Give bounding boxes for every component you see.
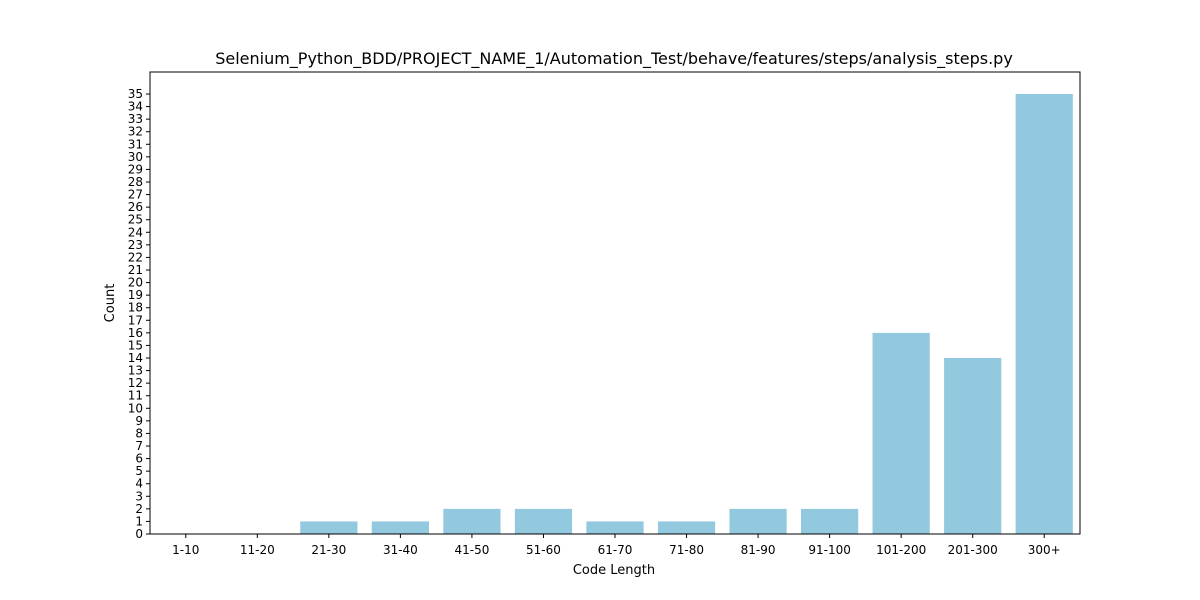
y-tick-label: 4 xyxy=(135,477,143,491)
y-tick-label: 8 xyxy=(135,426,143,440)
bar-300+ xyxy=(1015,94,1073,534)
y-tick-label: 20 xyxy=(128,276,143,290)
y-tick-label: 24 xyxy=(128,225,143,239)
bar-201-300 xyxy=(944,358,1002,534)
bar-31-40 xyxy=(371,521,429,534)
y-tick-label: 18 xyxy=(128,301,143,315)
y-axis-label: Count xyxy=(103,284,118,323)
y-tick-label: 10 xyxy=(128,401,143,415)
x-tick-label: 1-10 xyxy=(172,543,199,557)
y-tick-label: 34 xyxy=(128,100,143,114)
y-tick-label: 13 xyxy=(128,364,143,378)
y-tick-label: 16 xyxy=(128,326,143,340)
chart-title: Selenium_Python_BDD/PROJECT_NAME_1/Autom… xyxy=(215,49,1013,69)
bar-41-50 xyxy=(443,508,501,534)
y-tick-label: 0 xyxy=(135,527,143,541)
y-tick-label: 12 xyxy=(128,376,143,390)
y-tick-label: 29 xyxy=(128,162,143,176)
y-tick-label: 28 xyxy=(128,175,143,189)
y-tick-label: 30 xyxy=(128,150,143,164)
y-tick-label: 33 xyxy=(128,112,143,126)
x-axis-label: Code Length xyxy=(573,563,655,578)
bar-71-80 xyxy=(657,521,716,534)
y-tick-label: 14 xyxy=(128,351,143,365)
x-tick-label: 201-300 xyxy=(948,543,998,557)
x-tick-label: 41-50 xyxy=(454,543,489,557)
x-tick-label: 21-30 xyxy=(311,543,346,557)
y-tick-label: 23 xyxy=(128,238,143,252)
bar-81-90 xyxy=(729,508,787,534)
y-tick-label: 26 xyxy=(128,200,143,214)
y-tick-label: 1 xyxy=(135,514,143,528)
plot-frame xyxy=(149,71,1081,535)
x-axis-ticks: 1-10 11-20 21-30 31-40 41-50 51-60 61-70 71-80 8… xyxy=(172,534,1061,557)
y-tick-label: 2 xyxy=(135,502,143,516)
y-tick-label: 32 xyxy=(128,125,143,139)
y-tick-label: 35 xyxy=(128,87,143,101)
y-tick-label: 7 xyxy=(135,439,143,453)
y-tick-label: 31 xyxy=(128,137,143,151)
y-axis-ticks: 0123456789101112131415161718192021222324… xyxy=(128,87,150,541)
x-tick-label: 81-90 xyxy=(741,543,776,557)
y-tick-label: 27 xyxy=(128,188,143,202)
x-tick-label: 51-60 xyxy=(526,543,561,557)
x-tick-label: 91-100 xyxy=(808,543,851,557)
y-tick-label: 3 xyxy=(135,489,143,503)
y-tick-label: 6 xyxy=(135,452,143,466)
y-tick-label: 11 xyxy=(128,389,143,403)
y-tick-label: 5 xyxy=(135,464,143,478)
x-tick-label: 300+ xyxy=(1028,543,1061,557)
bar-61-70 xyxy=(586,521,644,534)
y-tick-label: 19 xyxy=(128,288,143,302)
y-tick-label: 17 xyxy=(128,313,143,327)
bar-51-60 xyxy=(514,508,573,534)
y-tick-label: 22 xyxy=(128,250,143,264)
y-tick-label: 25 xyxy=(128,213,143,227)
y-tick-label: 15 xyxy=(128,338,143,352)
bar-21-30 xyxy=(300,521,358,534)
bar-101-200 xyxy=(872,332,930,534)
x-tick-label: 71-80 xyxy=(669,543,704,557)
x-tick-label: 101-200 xyxy=(876,543,926,557)
x-tick-label: 11-20 xyxy=(240,543,275,557)
bar-91-100 xyxy=(801,508,859,534)
y-tick-label: 21 xyxy=(128,263,143,277)
y-tick-label: 9 xyxy=(135,414,143,428)
bars-group xyxy=(300,94,1073,534)
x-tick-label: 61-70 xyxy=(598,543,633,557)
x-tick-label: 31-40 xyxy=(383,543,418,557)
